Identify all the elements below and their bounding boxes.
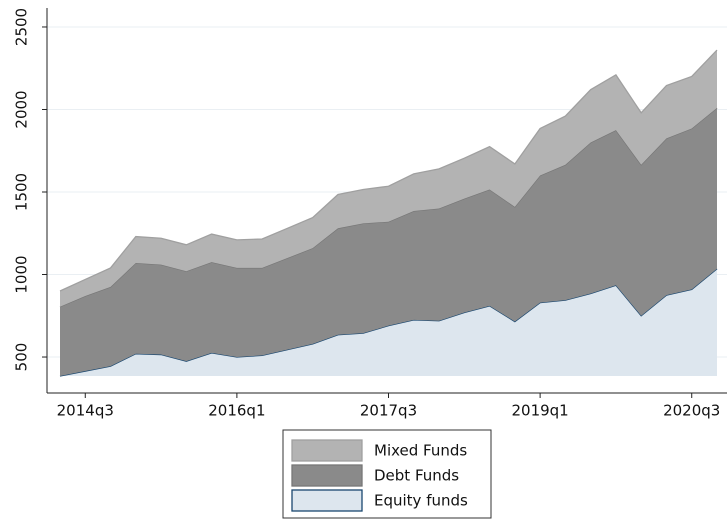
y-tick-label: 1500: [13, 173, 31, 211]
y-tick-label: 2500: [13, 8, 31, 46]
x-tick-label: 2014q3: [57, 402, 114, 420]
legend-label: Debt Funds: [374, 467, 459, 485]
area: [60, 107, 717, 377]
y-tick-label: 500: [13, 343, 31, 372]
area: [60, 50, 717, 307]
area: [60, 268, 717, 377]
legend-label: Mixed Funds: [374, 442, 467, 460]
x-tick-label: 2016q1: [208, 402, 265, 420]
legend-label: Equity funds: [374, 492, 468, 510]
y-tick-label: 1000: [13, 255, 31, 293]
legend-swatch: [291, 464, 363, 487]
legend-swatch: [291, 439, 363, 462]
area-edge: [59, 49, 718, 292]
x-tick-label: 2020q3: [663, 402, 720, 420]
x-tick-label: 2019q1: [511, 402, 568, 420]
y-tick-label: 2000: [13, 90, 31, 128]
x-tick-label: 2017q3: [360, 402, 417, 420]
legend-swatch: [291, 489, 363, 512]
